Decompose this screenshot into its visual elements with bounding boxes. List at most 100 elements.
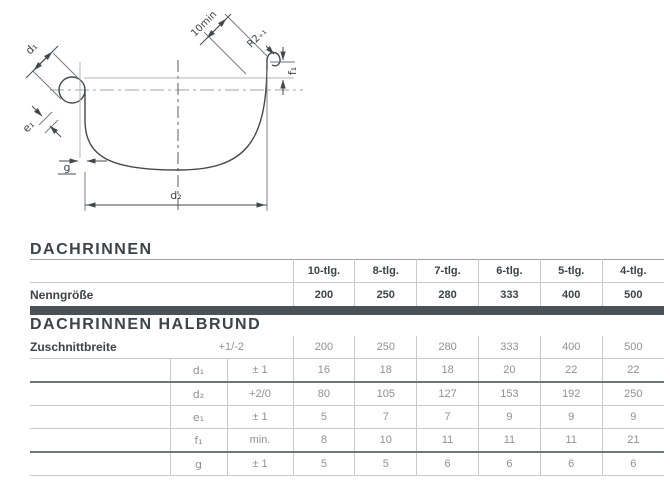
water-edge-curl: [266, 51, 281, 67]
value-cell: 9: [539, 405, 603, 429]
table-row-e1: e₁ ± 1 5 7 7 9 9 9: [30, 405, 664, 429]
value-cell: 9: [478, 405, 541, 429]
value-cell: 500: [601, 336, 664, 359]
section-title-halbrund: DACHRINNEN HALBRUND: [30, 316, 262, 333]
value-cell: 20: [478, 358, 541, 383]
nenngroesse-value: 280: [416, 282, 479, 307]
value-cell: 11: [478, 428, 541, 453]
value-cell: 11: [416, 428, 479, 453]
label-f1: f₁: [286, 67, 299, 75]
gutter-profile: [84, 61, 268, 171]
row-label: Zuschnittbreite: [30, 336, 170, 359]
value-cell: 250: [601, 382, 664, 406]
gutter-cross-section: g d₂ d₁ e₁ 10min R2₊₁ f₁: [20, 9, 303, 213]
value-cell: 6: [478, 452, 541, 476]
value-cell: 153: [478, 382, 541, 406]
table-row-f1: f₁ min. 8 10 11 11 11 21: [30, 428, 664, 453]
value-cell: 80: [292, 382, 355, 406]
tolerance-cell: +2/0: [226, 382, 294, 406]
symbol-cell: g: [169, 452, 227, 476]
strip-extension-1: [203, 31, 247, 75]
symbol-cell: e₁: [169, 405, 227, 429]
tolerance-cell: ± 1: [226, 405, 294, 429]
value-cell: 22: [601, 358, 664, 383]
nenngroesse-row: Nenngröße 200 250 280 333 400 500: [30, 282, 664, 307]
value-cell: 280: [416, 336, 479, 359]
row-label: [30, 405, 170, 429]
label-d2: d₂: [170, 189, 181, 202]
d1-extension-1: [32, 70, 62, 100]
column-header: 10-tlg.: [292, 259, 355, 283]
value-cell: 5: [292, 405, 355, 429]
nenngroesse-value: 500: [601, 282, 664, 307]
tolerance-cell: ± 1: [226, 358, 294, 383]
value-cell: 333: [478, 336, 541, 359]
halbrund-data-table: Zuschnittbreite +1/-2 200 250 280 333 40…: [30, 336, 664, 476]
strip-arrow-1: [206, 28, 217, 39]
nenngroesse-value: 200: [292, 282, 355, 307]
table-row-d1: d₁ ± 1 16 18 18 20 22 22: [30, 358, 664, 383]
d1-extension-2: [52, 52, 82, 82]
value-cell: 105: [354, 382, 417, 406]
e1-arrow-1: [31, 105, 43, 117]
value-cell: 18: [416, 358, 479, 383]
value-cell: 200: [292, 336, 355, 359]
row-label: [30, 428, 170, 453]
value-cell: 21: [601, 428, 664, 453]
value-cell: 5: [354, 452, 417, 476]
value-cell: 250: [354, 336, 417, 359]
label-10min: 10min: [189, 9, 219, 39]
column-header: 7-tlg.: [416, 259, 479, 283]
symbol-cell: d₂: [169, 382, 227, 406]
row-label: [30, 452, 170, 476]
e1-arrow-2: [49, 125, 62, 138]
label-e1: e₁: [20, 118, 37, 135]
table-row-d2: d₂ +2/0 80 105 127 153 192 250: [30, 382, 664, 406]
value-cell: 9: [601, 405, 664, 429]
strip-arrow-2: [216, 18, 227, 29]
column-header: 6-tlg.: [477, 259, 541, 283]
value-cell: 6: [416, 452, 479, 476]
tolerance-cell: min.: [226, 428, 294, 453]
column-header: 4-tlg.: [601, 259, 664, 283]
row-label: [30, 358, 170, 383]
value-cell: 7: [416, 405, 479, 429]
value-cell: 400: [539, 336, 603, 359]
nenngroesse-value: 400: [539, 282, 603, 307]
technical-drawing: g d₂ d₁ e₁ 10min R2₊₁ f₁: [0, 0, 330, 240]
column-header: 5-tlg.: [539, 259, 603, 283]
row-label-nenngroesse: Nenngröße: [30, 282, 293, 307]
value-cell: 8: [292, 428, 355, 453]
column-header: 8-tlg.: [354, 259, 417, 283]
tolerance-cell: +1/-2: [170, 336, 294, 359]
e1-extension-2: [44, 119, 59, 134]
tolerance-cell: ± 1: [226, 452, 294, 476]
value-cell: 6: [539, 452, 603, 476]
section-title-dachrinnen: DACHRINNEN: [30, 241, 153, 258]
table-row-g: g ± 1 5 5 6 6 6 6: [30, 452, 664, 476]
strip-extension-2: [224, 13, 268, 57]
label-g: g: [64, 161, 71, 174]
value-cell: 127: [416, 382, 479, 406]
section-divider-bar: [30, 306, 664, 315]
value-cell: 18: [354, 358, 417, 383]
d1-arrow-2: [40, 51, 53, 64]
e1-extension-1: [38, 111, 53, 126]
value-cell: 11: [539, 428, 603, 453]
teilung-header-row: 10-tlg. 8-tlg. 7-tlg. 6-tlg. 5-tlg. 4-tl…: [30, 259, 664, 283]
value-cell: 10: [354, 428, 417, 453]
nenngroesse-value: 250: [354, 282, 417, 307]
row-label: [30, 382, 170, 406]
size-header-table: 10-tlg. 8-tlg. 7-tlg. 6-tlg. 5-tlg. 4-tl…: [30, 259, 664, 307]
header-spacer: [30, 259, 293, 283]
value-cell: 5: [292, 452, 355, 476]
nenngroesse-value: 333: [477, 282, 541, 307]
radius-leader-arrow: [265, 45, 275, 55]
value-cell: 7: [354, 405, 417, 429]
symbol-cell: f₁: [169, 428, 227, 453]
label-d1: d₁: [23, 40, 40, 57]
table-row-zuschnittbreite: Zuschnittbreite +1/-2 200 250 280 333 40…: [30, 336, 664, 359]
value-cell: 22: [539, 358, 603, 383]
symbol-cell: d₁: [169, 358, 227, 383]
